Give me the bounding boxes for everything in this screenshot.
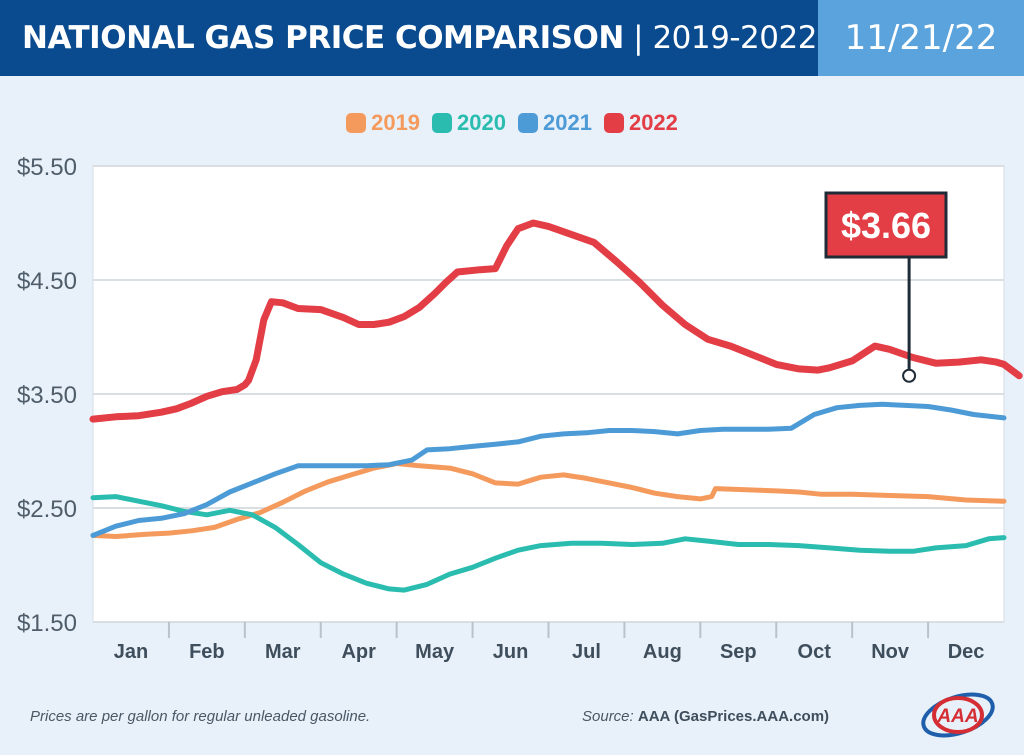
title-years: 2019-2022 — [652, 20, 817, 56]
legend-label: 2022 — [628, 109, 678, 135]
title-separator: | — [623, 20, 653, 56]
callout-label: $3.66 — [841, 205, 931, 246]
series-line-2020 — [90, 494, 1007, 593]
x-tick-label: May — [415, 641, 455, 663]
legend-item-2022: 2022 — [603, 109, 678, 136]
series-line-2019 — [90, 461, 1007, 539]
aaa-logo-icon: AAA — [921, 692, 995, 738]
page-title: NATIONAL GAS PRICE COMPARISON | 2019-202… — [0, 0, 818, 76]
y-tick-label: $1.50 — [17, 610, 77, 637]
x-tick-label: Feb — [189, 641, 225, 663]
x-tick-label: Oct — [798, 641, 832, 663]
y-tick-label: $3.50 — [17, 382, 77, 409]
legend-swatch — [518, 112, 538, 133]
legend-label: 2020 — [457, 109, 506, 135]
source-credit: Source: AAA (GasPrices.AAA.com) — [582, 708, 829, 725]
callout-box — [824, 191, 948, 259]
series-line-2021 — [90, 401, 1007, 538]
x-tick-label: Sep — [720, 641, 757, 663]
legend-swatch — [432, 112, 453, 133]
legend-swatch — [603, 112, 624, 133]
y-tick-label: $2.50 — [17, 496, 77, 523]
y-tick-label: $4.50 — [17, 268, 77, 295]
x-tick-label: Jun — [493, 641, 529, 663]
x-tick-label: Jan — [114, 641, 148, 663]
callout-marker — [902, 368, 917, 383]
legend-item-2020: 2020 — [432, 109, 506, 136]
legend-label: 2019 — [371, 109, 421, 135]
series-line-2022 — [89, 219, 1023, 423]
x-tick-label: Apr — [341, 641, 376, 663]
x-tick-label: Aug — [643, 641, 682, 663]
chart-legend: 2019 2020 2021 2022 — [0, 108, 1024, 144]
date-badge: 11/21/22 — [818, 0, 1024, 76]
source-label: Source: — [582, 708, 634, 725]
x-tick-label: Mar — [265, 641, 301, 663]
x-tick-label: Dec — [948, 641, 985, 663]
header: NATIONAL GAS PRICE COMPARISON | 2019-202… — [0, 0, 1024, 76]
legend-label: 2021 — [543, 109, 592, 135]
legend-item-2021: 2021 — [518, 109, 592, 136]
legend-swatch — [346, 112, 367, 133]
line-chart: $1.50 $2.50 $3.50 $4.50 $5.50 Jan Feb Mar Apr May… — [17, 154, 1023, 663]
source-value: AAA (GasPrices.AAA.com) — [637, 708, 830, 725]
legend-item-2019: 2019 — [346, 109, 420, 136]
x-tick-label: Jul — [572, 641, 601, 663]
y-tick-label: $5.50 — [17, 154, 77, 181]
logo-text: AAA — [936, 706, 978, 727]
footnote: Prices are per gallon for regular unlead… — [30, 708, 371, 725]
x-tick-label: Nov — [871, 641, 910, 663]
title-main: NATIONAL GAS PRICE COMPARISON — [22, 20, 624, 56]
